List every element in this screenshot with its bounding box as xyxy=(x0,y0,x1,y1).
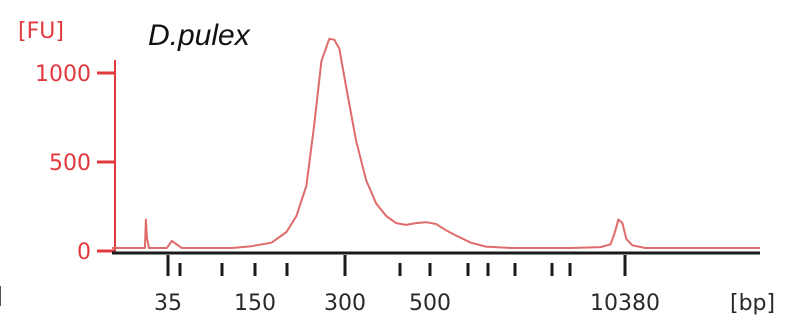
x-tick-label: 35 xyxy=(154,291,182,316)
y-tick-label: 0 xyxy=(77,240,91,265)
x-tick-label: 300 xyxy=(324,291,366,316)
x-axis-unit-label: [bp] xyxy=(730,291,775,316)
x-axis: 35 150 300 500 10380 xyxy=(112,251,760,316)
x-tick-label: 500 xyxy=(409,291,451,316)
x-tick-label: 150 xyxy=(234,291,276,316)
fluorescence-trace xyxy=(112,37,760,249)
y-axis: 0 500 1000 xyxy=(35,60,116,265)
y-tick-label: 1000 xyxy=(35,62,91,87)
trace-line xyxy=(112,37,760,249)
y-axis-unit-label: [FU] xyxy=(18,19,64,44)
chart-title: D.pulex xyxy=(148,19,251,52)
x-tick-label: 10380 xyxy=(590,291,660,316)
y-tick-label: 500 xyxy=(49,151,91,176)
